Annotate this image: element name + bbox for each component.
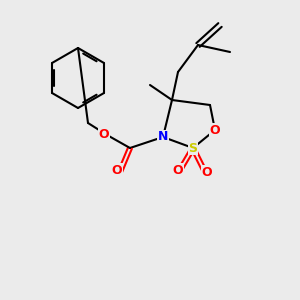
Text: S: S — [188, 142, 197, 154]
Text: O: O — [210, 124, 220, 136]
Text: O: O — [173, 164, 183, 176]
Text: O: O — [99, 128, 109, 140]
Text: O: O — [112, 164, 122, 176]
Text: N: N — [158, 130, 168, 143]
Text: O: O — [202, 166, 212, 178]
